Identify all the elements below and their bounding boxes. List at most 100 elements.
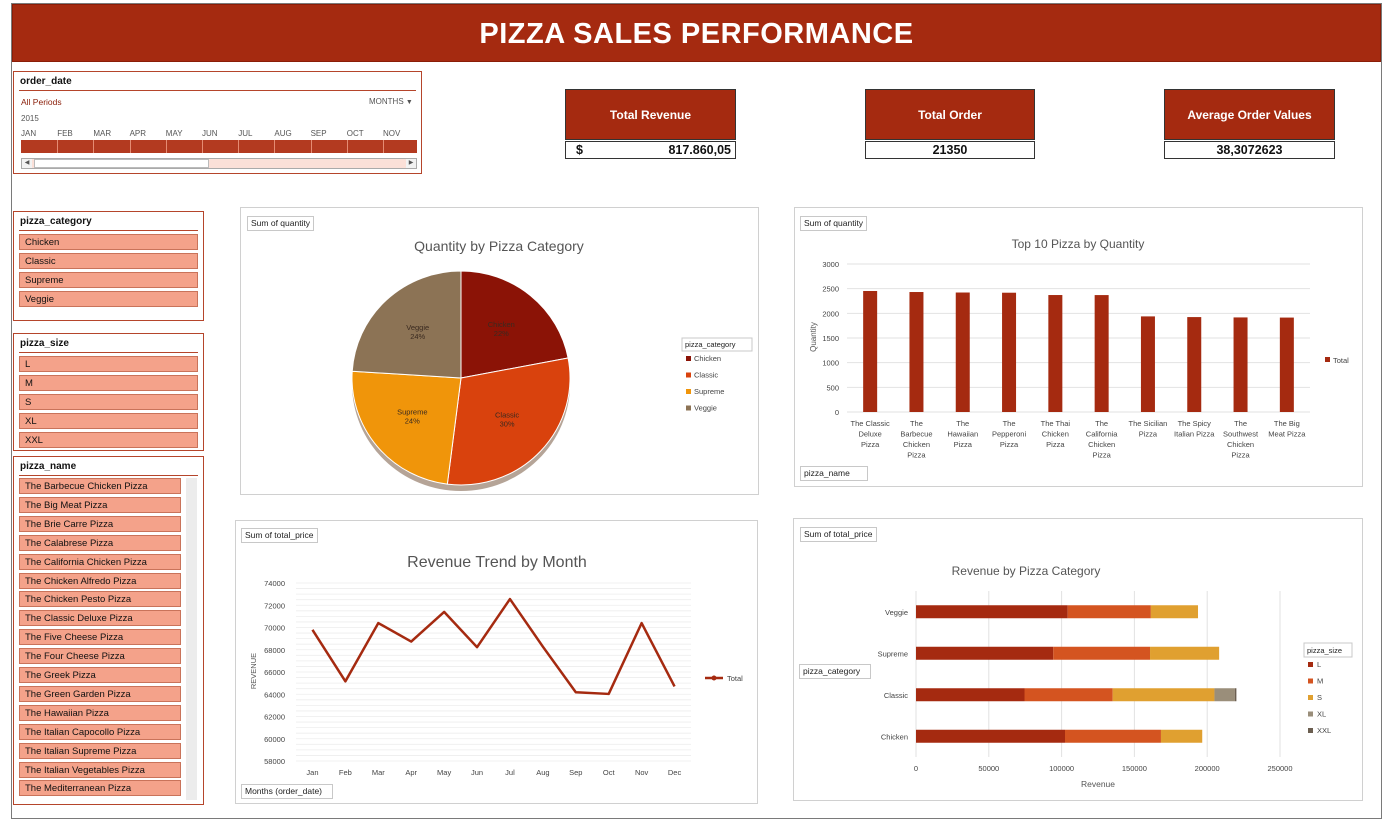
divider <box>19 475 198 476</box>
timeline-month-oct[interactable]: OCT <box>346 129 364 138</box>
slicer-item-m[interactable]: M <box>19 375 198 391</box>
slicer-item-pizza-name[interactable]: The Classic Deluxe Pizza <box>19 610 181 627</box>
field-button-sum-total-price[interactable]: Sum of total_price <box>800 527 877 542</box>
legend-swatch <box>686 389 691 394</box>
slicer-item-chicken[interactable]: Chicken <box>19 234 198 250</box>
bar-segment-s <box>1160 729 1203 743</box>
pizza-category-slicer[interactable]: pizza_category Chicken Classic Supreme V… <box>13 211 204 321</box>
timeline-month-jul[interactable]: JUL <box>238 129 253 138</box>
timeline-month-jun[interactable]: JUN <box>202 129 218 138</box>
slicer-item-pizza-name[interactable]: The Brie Carre Pizza <box>19 515 181 532</box>
timeline-cell-divider <box>274 140 276 153</box>
bar-segment-m <box>1065 729 1161 743</box>
slicer-item-s[interactable]: S <box>19 394 198 410</box>
timeline-month-feb[interactable]: FEB <box>57 129 73 138</box>
pizza-name-slicer[interactable]: pizza_name The Barbecue Chicken Pizza The… <box>13 456 204 805</box>
slicer-item-xl[interactable]: XL <box>19 413 198 429</box>
field-button-sum-total-price[interactable]: Sum of total_price <box>241 528 318 543</box>
y-tick-label: 64000 <box>264 690 285 699</box>
bar <box>1233 317 1248 412</box>
x-tick-label: Oct <box>603 768 616 777</box>
slicer-item-veggie[interactable]: Veggie <box>19 291 198 307</box>
scroll-left-icon[interactable]: ◀ <box>22 159 32 168</box>
slicer-item-supreme[interactable]: Supreme <box>19 272 198 288</box>
dashboard-frame <box>11 3 1382 819</box>
slicer-item-pizza-name[interactable]: The Hawaiian Pizza <box>19 704 181 721</box>
slicer-item-pizza-name[interactable]: The Green Garden Pizza <box>19 685 181 702</box>
timeline-title: order_date <box>20 76 72 87</box>
field-button-sum-quantity[interactable]: Sum of quantity <box>800 216 868 231</box>
x-tick-label: Meat Pizza <box>1268 430 1306 439</box>
x-tick-label: Pizza <box>1000 440 1019 449</box>
slicer-item-pizza-name[interactable]: The Italian Capocollo Pizza <box>19 723 181 740</box>
timeline-level-selector[interactable]: MONTHS ▼ <box>369 97 413 106</box>
pie-slice-label: Supreme <box>397 408 427 417</box>
slicer-item-pizza-name[interactable]: The Chicken Alfredo Pizza <box>19 572 181 589</box>
slicer-item-pizza-name[interactable]: The Four Cheese Pizza <box>19 648 181 665</box>
x-tick-label: Jan <box>306 768 318 777</box>
timeline-month-aug[interactable]: AUG <box>274 129 292 138</box>
y-tick-label: 500 <box>826 383 839 392</box>
x-tick-label: The <box>1095 419 1108 428</box>
bar-segment-l <box>916 688 1025 702</box>
timeline-bar[interactable] <box>21 140 417 153</box>
field-button-pizza-name[interactable]: pizza_name <box>800 466 868 481</box>
slicer-item-l[interactable]: L <box>19 356 198 372</box>
timeline-month-nov[interactable]: NOV <box>383 129 401 138</box>
x-tick-label: Chicken <box>903 440 930 449</box>
slicer-item-classic[interactable]: Classic <box>19 253 198 269</box>
chart-title: Top 10 Pizza by Quantity <box>1012 237 1145 251</box>
timeline-month-mar[interactable]: MAR <box>93 129 112 138</box>
slicer-item-pizza-name[interactable]: The Five Cheese Pizza <box>19 629 181 646</box>
slicer-title: pizza_name <box>20 461 77 472</box>
bar <box>1140 316 1155 412</box>
slicer-item-pizza-name[interactable]: The Chicken Pesto Pizza <box>19 591 181 608</box>
y-tick-label: 68000 <box>264 646 285 655</box>
x-tick-label: Jul <box>505 768 515 777</box>
pie-slice-label: Classic <box>495 410 519 419</box>
slicer-item-pizza-name[interactable]: The California Chicken Pizza <box>19 553 181 570</box>
field-button-sum-quantity[interactable]: Sum of quantity <box>247 216 315 231</box>
revenue-line-chart: Revenue Trend by Month REVENUE 58000 6000… <box>249 554 743 777</box>
pizza-size-slicer[interactable]: pizza_size L M S XL XXL <box>13 333 204 451</box>
legend-entry: Classic <box>694 371 718 380</box>
slicer-item-pizza-name[interactable]: The Mediterranean Pizza <box>19 780 181 797</box>
field-button-months[interactable]: Months (order_date) <box>241 784 333 799</box>
timeline-scroll-thumb[interactable] <box>34 159 209 168</box>
slicer-item-pizza-name[interactable]: The Italian Supreme Pizza <box>19 742 181 759</box>
slicer-item-pizza-name[interactable]: The Big Meat Pizza <box>19 496 181 513</box>
slicer-scrollbar[interactable] <box>186 478 197 800</box>
slicer-item-pizza-name[interactable]: The Calabrese Pizza <box>19 534 181 551</box>
timeline-month-may[interactable]: MAY <box>165 129 183 138</box>
x-tick-label: Dec <box>668 768 682 777</box>
slicer-item-pizza-name[interactable]: The Italian Vegetables Pizza <box>19 761 181 778</box>
kpi-total-revenue-value: $ 817.860,05 <box>565 141 736 159</box>
field-button-pizza-category[interactable]: pizza_category <box>799 664 871 679</box>
scroll-right-icon[interactable]: ▶ <box>406 159 416 168</box>
timeline-scrollbar[interactable]: ◀ ▶ <box>21 158 417 169</box>
x-tick-label: Nov <box>635 768 649 777</box>
legend-title: pizza_category <box>685 340 736 349</box>
x-tick-label: Feb <box>339 768 352 777</box>
legend-entry: Chicken <box>694 354 721 363</box>
x-tick-label: The Thai <box>1041 419 1071 428</box>
timeline-month-apr[interactable]: APR <box>129 129 147 138</box>
y-tick-label: 1000 <box>822 359 839 368</box>
slicer-item-pizza-name[interactable]: The Barbecue Chicken Pizza <box>19 478 181 494</box>
slicer-item-pizza-name[interactable]: The Greek Pizza <box>19 667 181 683</box>
timeline-level-label: MONTHS <box>369 97 404 106</box>
pie-slice-percent: 30% <box>500 419 515 428</box>
legend-swatch <box>686 356 691 361</box>
pie-slice-label: Chicken <box>488 320 515 329</box>
chart-title: Revenue by Pizza Category <box>952 564 1101 578</box>
order-date-timeline[interactable]: order_date All Periods MONTHS ▼ 2015 JAN… <box>13 71 422 174</box>
y-axis-label: Quantity <box>809 322 818 352</box>
timeline-month-jan[interactable]: JAN <box>21 129 37 138</box>
timeline-month-sep[interactable]: SEP <box>310 129 327 138</box>
x-tick-label: Pizza <box>1231 451 1250 460</box>
chevron-down-icon: ▼ <box>405 99 413 106</box>
y-tick-label: 72000 <box>264 601 285 610</box>
x-tick-label: Jun <box>471 768 483 777</box>
slicer-item-xxl[interactable]: XXL <box>19 432 198 448</box>
pie-slice-classic <box>446 357 571 486</box>
